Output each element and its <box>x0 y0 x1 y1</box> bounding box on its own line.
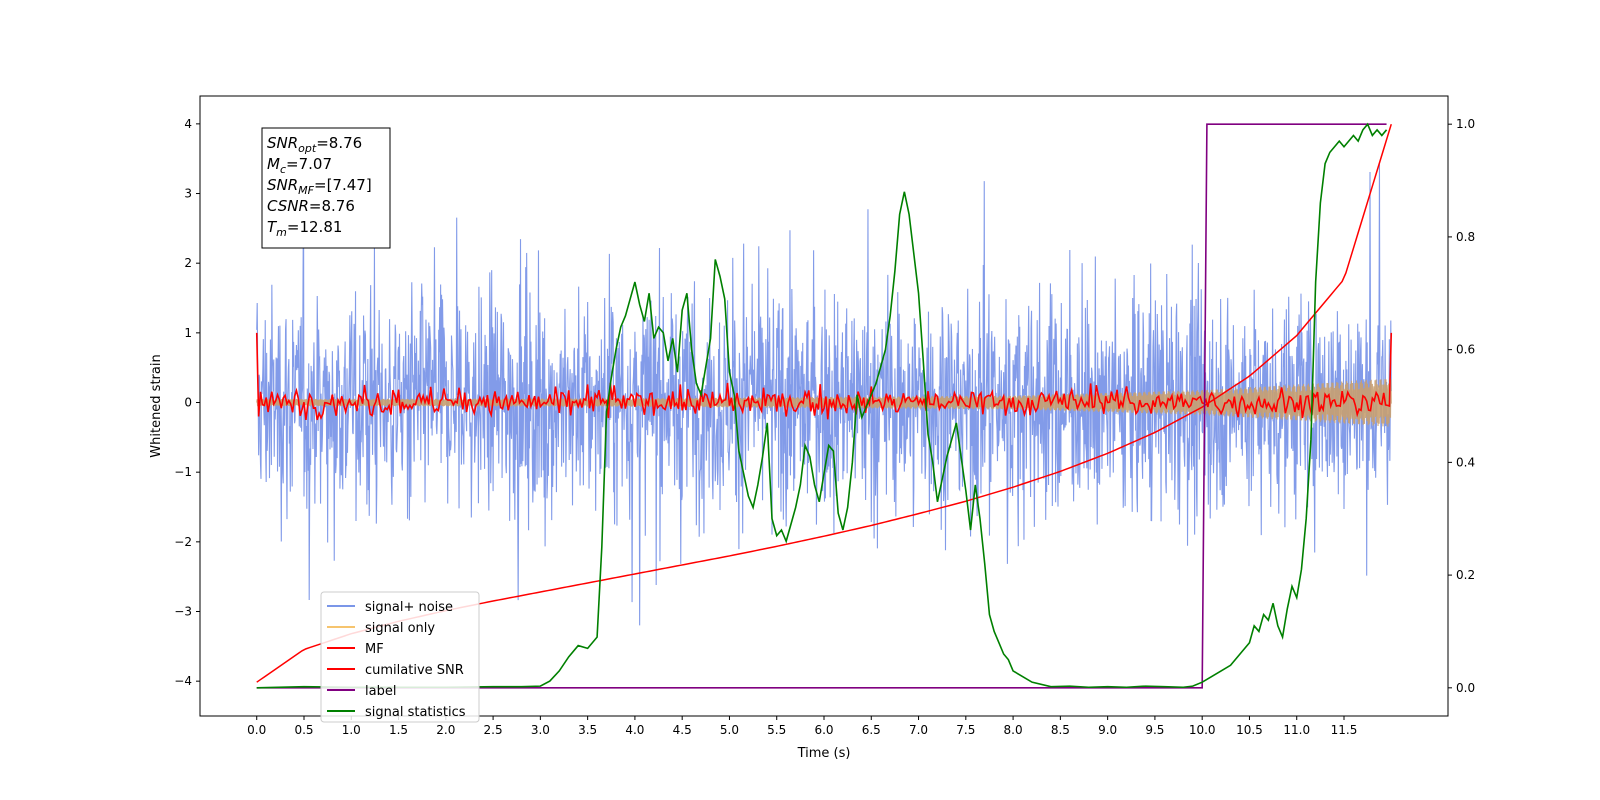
x-tick-label: 8.0 <box>1004 723 1023 737</box>
x-tick-label: 0.5 <box>294 723 313 737</box>
info-symbol: SNR <box>267 176 298 194</box>
info-value: =7.07 <box>286 155 332 173</box>
x-tick-label: 8.5 <box>1051 723 1070 737</box>
info-line: CSNR=8.76 <box>267 197 355 215</box>
y-left-tick-label: −3 <box>174 605 192 619</box>
y-left-tick-label: −4 <box>174 674 192 688</box>
x-tick-label: 1.0 <box>342 723 361 737</box>
x-axis-label: Time (s) <box>797 746 851 761</box>
info-value: =8.76 <box>316 134 362 152</box>
x-axis-ticks: 0.0 0.5 1.0 1.5 2.0 2.5 3.0 3.5 4.0 4.5 5.0 5.5 6.0 6… <box>247 716 1357 737</box>
x-tick-label: 6.5 <box>862 723 881 737</box>
legend-label: label <box>365 684 396 699</box>
y-left-tick-label: −1 <box>174 465 192 479</box>
info-value: =8.76 <box>309 197 355 215</box>
x-tick-label: 11.5 <box>1331 723 1358 737</box>
x-tick-label: 9.0 <box>1098 723 1117 737</box>
info-box-frame <box>261 127 391 249</box>
y-right-tick-label: 0.0 <box>1456 681 1475 695</box>
series-mf <box>255 332 1393 421</box>
x-tick-label: 3.0 <box>531 723 550 737</box>
info-subscript: MF <box>298 184 314 197</box>
x-tick-label: 2.0 <box>436 723 455 737</box>
info-line: SNRMF=[7.47] <box>267 176 372 197</box>
info-symbol: M <box>267 155 280 173</box>
series-signal-noise <box>256 163 1392 626</box>
legend: signal+ noise signal only MF cumilative SNR… <box>320 591 480 723</box>
y-right-tick-label: 0.8 <box>1456 230 1475 244</box>
y-right-tick-label: 0.2 <box>1456 568 1475 582</box>
info-subscript: m <box>276 226 287 239</box>
y-right-tick-label: 0.4 <box>1456 455 1475 469</box>
x-tick-label: 6.0 <box>814 723 833 737</box>
x-tick-label: 0.0 <box>247 723 266 737</box>
legend-label: cumilative SNR <box>365 663 464 678</box>
info-value: =[7.47] <box>314 176 372 194</box>
y-right-tick-label: 0.6 <box>1456 343 1475 357</box>
y-left-tick-label: −2 <box>174 535 192 549</box>
x-tick-label: 2.5 <box>484 723 503 737</box>
info-line: SNRopt=8.76 <box>267 134 362 155</box>
legend-label: signal+ noise <box>365 600 453 615</box>
y-left-tick-label: 4 <box>184 117 192 131</box>
y-axis-label: Whitened strain <box>149 354 164 457</box>
legend-label: signal only <box>365 621 435 636</box>
info-symbol: SNR <box>267 134 298 152</box>
legend-label: MF <box>365 642 384 657</box>
y-right-tick-label: 1.0 <box>1456 117 1475 131</box>
info-symbol: T <box>267 218 278 236</box>
info-line: Mc=7.07 <box>267 155 332 176</box>
legend-frame <box>320 591 480 723</box>
x-tick-label: 5.0 <box>720 723 739 737</box>
info-subscript: opt <box>298 142 317 155</box>
y-left-axis-ticks: 4 3 2 1 0 −1 −2 −3 −4 <box>174 117 200 688</box>
info-box: SNRopt=8.76Mc=7.07SNRMF=[7.47]CSNR=8.76T… <box>261 127 391 249</box>
series-label <box>256 123 1387 689</box>
x-tick-label: 10.5 <box>1236 723 1263 737</box>
x-tick-label: 11.0 <box>1283 723 1310 737</box>
x-tick-label: 4.5 <box>673 723 692 737</box>
y-left-tick-label: 1 <box>184 326 192 340</box>
x-tick-label: 7.5 <box>956 723 975 737</box>
y-right-axis-ticks: 1.0 0.8 0.6 0.4 0.2 0.0 <box>1448 117 1475 695</box>
x-tick-label: 1.5 <box>389 723 408 737</box>
x-tick-label: 4.0 <box>625 723 644 737</box>
info-subscript: c <box>280 163 286 176</box>
x-tick-label: 5.5 <box>767 723 786 737</box>
x-tick-label: 7.0 <box>909 723 928 737</box>
info-symbol: CSNR <box>267 197 309 215</box>
legend-label: signal statistics <box>365 705 466 720</box>
y-left-tick-label: 0 <box>184 396 192 410</box>
info-value: =12.81 <box>287 218 343 236</box>
y-left-tick-label: 2 <box>184 256 192 270</box>
series-signal-statistics <box>256 122 1388 689</box>
x-tick-label: 10.0 <box>1189 723 1216 737</box>
info-line: Tm=12.81 <box>267 218 342 239</box>
x-tick-label: 9.5 <box>1145 723 1164 737</box>
x-tick-label: 3.5 <box>578 723 597 737</box>
y-left-tick-label: 3 <box>184 187 192 201</box>
